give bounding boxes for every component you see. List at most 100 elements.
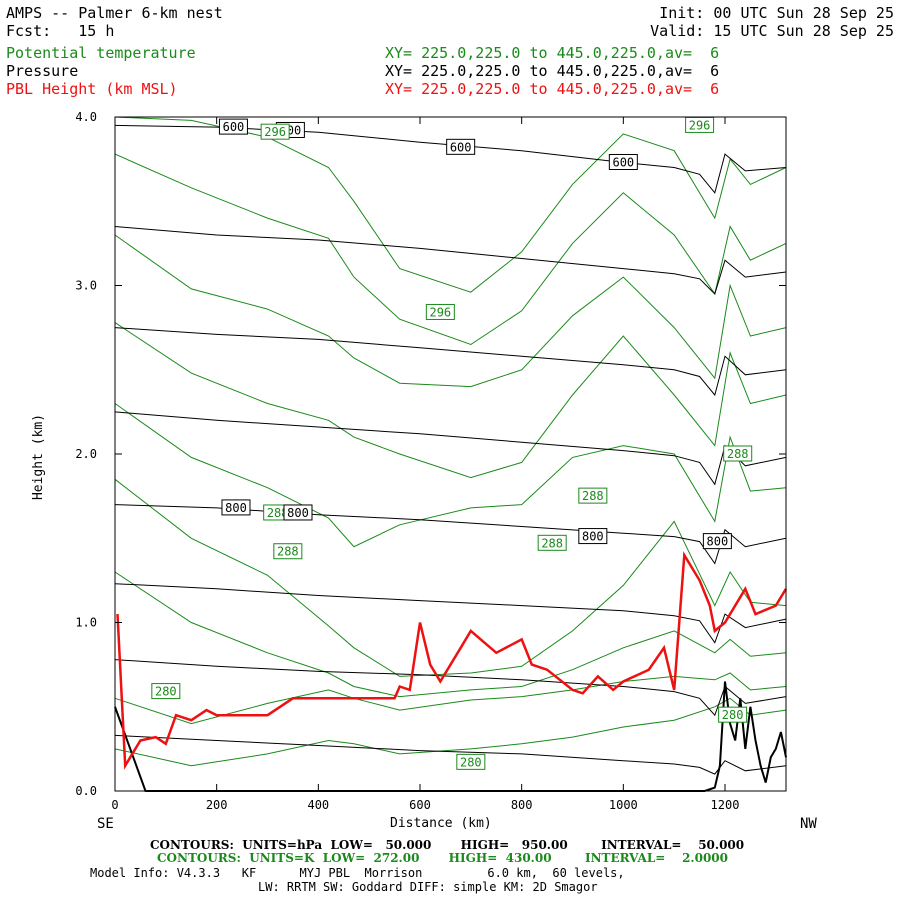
pbl-height [116,551,788,770]
x-tick-label: 1200 [711,798,740,812]
x-tick-label: 600 [409,798,431,812]
pressure-contour-label: 800 [221,499,251,516]
contour-label-text: 288 [727,447,749,461]
theta-contour-line [114,571,787,698]
footer-physics: LW: RRTM SW: Goddard DIFF: simple KM: 2D… [258,880,598,894]
legend-pressure-name: Pressure [6,62,79,80]
theta-contour-line [114,322,787,479]
pressure-contour-700 [114,327,787,397]
theta-contour-label: 296 [685,116,715,133]
valid-time: Valid: 15 UTC Sun 28 Sep 25 [650,22,894,40]
terrain [114,681,787,792]
footer-theta-line: CONTOURS: UNITS=K LOW= 272.00 HIGH= 430.… [157,851,728,865]
contour-label-text: 288 [267,506,289,520]
theta-contour-label: 296 [425,303,455,320]
x-tick-label: 200 [206,798,228,812]
contour-label-box [425,303,455,320]
plot-title: AMPS -- Palmer 6-km nest [6,4,223,22]
x-axis-left-end: SE [97,816,114,832]
contour-label-text: 280 [460,755,482,769]
contour-label-text: 296 [689,118,711,132]
contour-label-text: 296 [429,305,451,319]
contour-label-text: 288 [541,536,563,550]
theta-contour-line [114,672,787,725]
pressure-contour-950 [114,734,787,775]
legend-pbl-name: PBL Height (km MSL) [6,80,178,98]
contour-label-text: 296 [264,125,286,139]
legend-theta-name: Potential temperature [6,44,196,62]
theta-contour-label: 288 [537,534,567,551]
pressure-contour-600 [114,124,787,194]
theta-contour-line [114,234,787,388]
x-tick-label: 0 [111,798,118,812]
contour-label-box [723,445,753,462]
contour-label-box [218,118,248,135]
contour-label-box [260,123,290,140]
contour-label-text: 800 [582,530,604,544]
theta-contour-label: 280 [151,683,181,700]
contour-label-box [456,753,486,770]
contour-label-text: 800 [287,506,309,520]
theta-contour-label: 288 [723,445,753,462]
pbl-height-line [116,551,788,770]
forecast-label: Fcst: 15 h [6,22,114,40]
contour-label-text: 280 [722,708,744,722]
y-tick-label: 1.0 [75,616,97,630]
legend-pbl-xy: XY= 225.0,225.0 to 445.0,225.0,av= 6 [385,80,720,98]
plot-frame [114,116,787,792]
legend-pressure-xy: XY= 225.0,225.0 to 445.0,225.0,av= 6 [385,62,720,80]
theta-contours [114,116,787,767]
y-tick-label: 2.0 [75,447,97,461]
contour-label-text: 800 [707,535,729,549]
theta-contour-line [114,403,787,548]
contour-label-box [446,138,476,155]
contour-label-text: 800 [225,501,247,515]
contour-label-box [151,683,181,700]
theta-contour-label: 296 [260,123,290,140]
y-tick-label: 4.0 [75,110,97,124]
forecast-label-text: Fcst: [6,22,52,40]
footer-model-info: Model Info: V4.3.3 KF MYJ PBL Morrison 6… [90,866,625,880]
theta-contour-line [114,478,787,677]
pressure-contour-label: 800 [702,533,732,550]
y-axis-label: Height (km) [31,413,46,501]
legend-theta-xy: XY= 225.0,225.0 to 445.0,225.0,av= 6 [385,44,720,62]
theta-contour-label: 280 [718,706,748,723]
theta-contour-line [114,153,787,346]
pressure-contour-850 [114,583,787,644]
contour-label-box [283,504,313,521]
contour-label-text: 288 [277,545,299,559]
x-tick-label: 1000 [609,798,638,812]
forecast-hour: 15 h [78,22,115,40]
theta-contour-line [114,116,787,293]
theta-contour-line [114,697,787,767]
pressure-contour-label: 600 [218,118,248,135]
contour-label-box [221,499,251,516]
contour-label-box [537,534,567,551]
contour-label-box [578,528,608,545]
contour-label-text: 600 [223,120,245,134]
contour-label-text: 280 [155,685,177,699]
pressure-contours [114,124,787,775]
x-tick-label: 400 [307,798,329,812]
pressure-contour-label: 800 [283,504,313,521]
pressure-contour-label: 600 [608,153,638,170]
x-axis-label: Distance (km) [390,816,492,831]
x-tick-label: 800 [511,798,533,812]
contour-label-box [702,533,732,550]
axes: 0 200 400 600 800 1000 1200 0.0 1.0 2.0 3.0 4.0 [75,110,786,812]
contour-label-box [608,153,638,170]
x-axis-right-end: NW [800,816,817,832]
theta-contour-label: 280 [456,753,486,770]
contour-label-text: 600 [612,155,634,169]
y-tick-label: 3.0 [75,279,97,293]
contour-label-text: 288 [582,489,604,503]
theta-contour-label: 288 [578,487,608,504]
contour-label-box [578,487,608,504]
contour-label-box [718,706,748,723]
contour-label-text: 600 [450,140,472,154]
theta-contour-label: 288 [273,543,303,560]
pressure-contour-label: 800 [578,528,608,545]
